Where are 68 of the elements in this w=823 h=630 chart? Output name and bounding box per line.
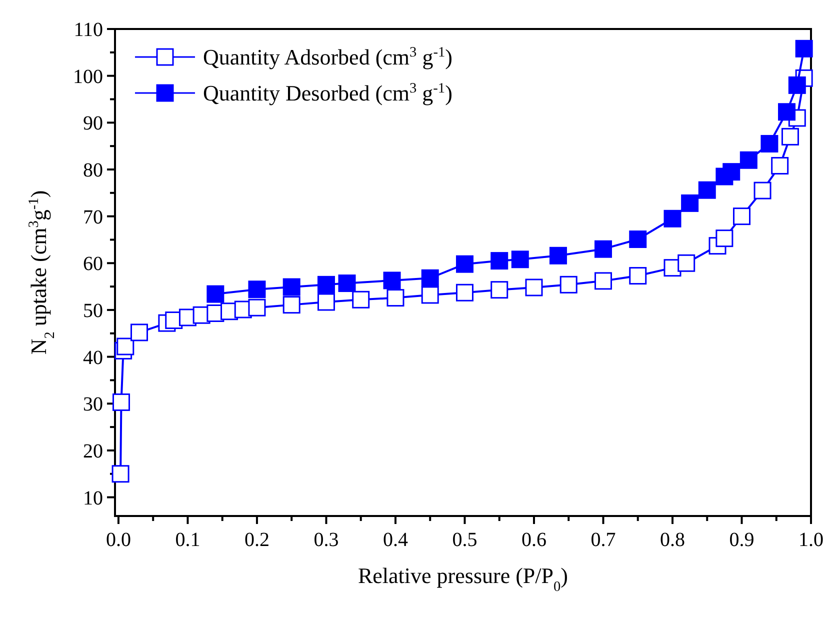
point bbox=[771, 156, 789, 174]
point bbox=[629, 267, 647, 285]
point bbox=[740, 151, 758, 169]
point bbox=[130, 324, 148, 342]
y-tick-label: 60 bbox=[83, 253, 103, 276]
point bbox=[248, 280, 266, 298]
point bbox=[490, 252, 508, 270]
point bbox=[698, 181, 716, 199]
point bbox=[664, 210, 682, 228]
point bbox=[681, 194, 699, 212]
point bbox=[716, 230, 734, 248]
y-tick-label: 70 bbox=[83, 206, 103, 228]
point bbox=[456, 284, 474, 302]
point bbox=[112, 393, 130, 411]
point bbox=[383, 272, 401, 290]
point bbox=[678, 254, 696, 272]
y-tick-label: 50 bbox=[83, 300, 103, 322]
x-tick-label: 0.3 bbox=[314, 529, 339, 551]
y-tick-label: 10 bbox=[83, 487, 103, 510]
x-tick-label: 0.0 bbox=[106, 529, 131, 551]
point bbox=[352, 290, 370, 308]
x-tick-label: 0.4 bbox=[382, 529, 408, 551]
x-tick-label: 0.2 bbox=[244, 529, 270, 551]
point bbox=[629, 230, 647, 248]
point bbox=[282, 296, 300, 314]
x-tick-label: 0.9 bbox=[729, 529, 754, 551]
x-axis-title: Relative pressure (P/P$_{0}$) bbox=[358, 563, 568, 595]
legend-label: Quantity Adsorbed (cm$^{3}$ g$^{-1}$) bbox=[203, 44, 452, 70]
point bbox=[511, 250, 529, 268]
point bbox=[421, 269, 439, 287]
y-tick-label: 30 bbox=[83, 394, 103, 416]
point bbox=[781, 128, 799, 146]
point bbox=[116, 338, 134, 356]
point bbox=[788, 76, 806, 94]
y-tick-label: 100 bbox=[73, 66, 103, 88]
point bbox=[421, 286, 439, 304]
point bbox=[778, 103, 796, 121]
legend-label: Quantity Desorbed (cm$^{3}$ g$^{-1}$) bbox=[203, 80, 452, 106]
x-tick-label: 0.5 bbox=[452, 529, 478, 551]
point bbox=[282, 278, 300, 296]
y-tick-label: 110 bbox=[74, 19, 103, 41]
point bbox=[754, 182, 772, 200]
point bbox=[317, 276, 335, 294]
point bbox=[248, 298, 266, 316]
x-tick-label: 0.7 bbox=[590, 529, 616, 551]
point bbox=[760, 134, 778, 152]
point bbox=[732, 208, 750, 226]
point bbox=[456, 255, 474, 273]
point bbox=[525, 278, 543, 296]
point bbox=[490, 281, 508, 299]
point bbox=[594, 272, 612, 290]
point bbox=[795, 40, 813, 58]
y-tick-label: 90 bbox=[83, 112, 103, 135]
x-tick-label: 0.1 bbox=[175, 529, 200, 551]
x-tick-label: 0.6 bbox=[521, 529, 546, 551]
y-tick-label: 80 bbox=[83, 159, 103, 182]
point bbox=[317, 293, 335, 311]
x-tick-label: 1.0 bbox=[798, 529, 823, 551]
point bbox=[338, 274, 356, 292]
point bbox=[560, 276, 578, 294]
x-tick-label: 0.8 bbox=[660, 529, 685, 551]
point bbox=[112, 465, 130, 483]
y-tick-label: 20 bbox=[83, 440, 103, 462]
y-tick-label: 40 bbox=[83, 346, 103, 369]
point bbox=[549, 246, 567, 264]
point bbox=[386, 289, 404, 307]
point bbox=[594, 240, 612, 258]
point bbox=[206, 285, 224, 303]
